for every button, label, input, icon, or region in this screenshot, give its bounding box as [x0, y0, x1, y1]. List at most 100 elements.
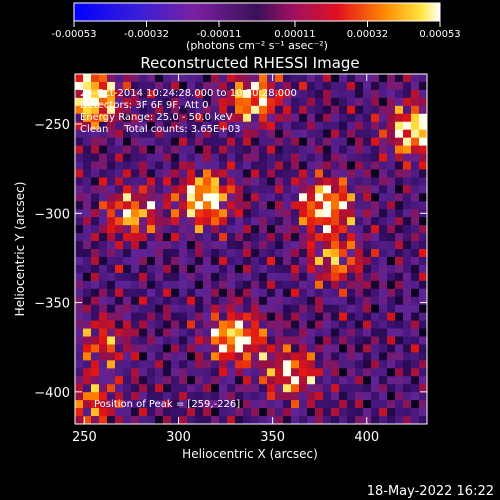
heatmap-cell [259, 312, 268, 321]
heatmap-cell [91, 113, 100, 123]
heatmap-cell [211, 225, 220, 234]
heatmap-cell [403, 344, 412, 353]
heatmap-cell [339, 280, 348, 290]
heatmap-cell [123, 233, 132, 242]
heatmap-cell [259, 105, 268, 115]
heatmap-cell [339, 169, 348, 178]
heatmap-cell [371, 105, 380, 115]
heatmap-cell [323, 280, 332, 290]
heatmap-cell [315, 169, 324, 178]
heatmap-cell [83, 113, 92, 123]
heatmap-cell [155, 296, 164, 306]
heatmap-cell [107, 408, 116, 417]
heatmap-cell [187, 296, 196, 306]
heatmap-cell [131, 241, 140, 250]
heatmap-cell [123, 312, 132, 321]
heatmap-cell [243, 408, 252, 417]
heatmap-cell [187, 169, 196, 178]
heatmap-cell [107, 89, 116, 99]
heatmap-cell [267, 153, 276, 162]
heatmap-cell [347, 392, 356, 401]
heatmap-cell [91, 74, 100, 83]
heatmap-cell [91, 272, 100, 282]
heatmap-cell [91, 368, 100, 377]
heatmap-cell [75, 161, 84, 170]
heatmap-cell [131, 296, 140, 306]
heatmap-cell [115, 145, 124, 154]
heatmap-cell [203, 344, 212, 353]
heatmap-cell [315, 256, 324, 266]
heatmap-cell [307, 368, 316, 377]
heatmap-cell [291, 416, 300, 425]
heatmap-cell [267, 384, 276, 393]
heatmap-cell [371, 392, 380, 401]
heatmap-cell [267, 376, 276, 385]
heatmap-cell [315, 89, 324, 99]
heatmap-cell [123, 392, 132, 401]
heatmap-cell [251, 249, 260, 258]
heatmap-cell [251, 296, 260, 306]
heatmap-cell [147, 408, 156, 417]
heatmap-cell [339, 249, 348, 258]
heatmap-cell [387, 264, 396, 274]
heatmap-cell [235, 137, 244, 146]
heatmap-cell [259, 304, 268, 314]
heatmap-cell [155, 320, 164, 329]
time-range-text: 24-Oct-2014 10:24:28.000 to 10:30:28.000 [80, 88, 297, 99]
heatmap-cell [139, 328, 148, 337]
heatmap-cell [219, 145, 228, 154]
heatmap-cell [355, 344, 364, 353]
heatmap-cell [371, 121, 380, 131]
heatmap-cell [283, 352, 292, 361]
heatmap-cell [187, 368, 196, 377]
heatmap-cell [283, 256, 292, 266]
heatmap-cell [419, 256, 428, 266]
heatmap-cell [379, 153, 388, 162]
heatmap-cell [403, 304, 412, 314]
heatmap-cell [307, 193, 316, 202]
heatmap-cell [227, 201, 236, 210]
heatmap-cell [275, 129, 284, 139]
heatmap-cell [219, 296, 228, 306]
heatmap-cell [331, 384, 340, 393]
heatmap-cell [379, 344, 388, 353]
heatmap-cell [123, 376, 132, 385]
heatmap-cell [203, 320, 212, 329]
heatmap-cell [91, 256, 100, 266]
heatmap-cell [411, 408, 420, 417]
heatmap-cell [307, 225, 316, 234]
heatmap-cell [371, 209, 380, 218]
heatmap-cell [251, 113, 260, 123]
heatmap-cell [259, 368, 268, 377]
heatmap-cell [371, 129, 380, 139]
heatmap-cell [363, 97, 372, 107]
heatmap-cell [363, 304, 372, 314]
heatmap-cell [267, 105, 276, 115]
heatmap-cell [195, 376, 204, 385]
heatmap-cell [363, 312, 372, 321]
heatmap-cell [115, 272, 124, 282]
heatmap-cell [379, 97, 388, 107]
heatmap-cell [339, 264, 348, 274]
heatmap-cell [331, 209, 340, 218]
heatmap-cell [179, 121, 188, 131]
heatmap-cell [203, 416, 212, 425]
heatmap-cell [147, 113, 156, 123]
heatmap-cell [243, 153, 252, 162]
heatmap-cell [251, 272, 260, 282]
heatmap-cell [203, 137, 212, 146]
heatmap-cell [219, 169, 228, 178]
heatmap-cell [219, 201, 228, 210]
heatmap-cell [147, 233, 156, 242]
heatmap-cell [227, 328, 236, 337]
heatmap-cell [363, 121, 372, 131]
heatmap-cell [259, 376, 268, 385]
heatmap-cell [243, 225, 252, 234]
heatmap-cell [243, 81, 252, 91]
heatmap-cell [203, 81, 212, 91]
heatmap-cell [179, 241, 188, 250]
heatmap-cell [83, 392, 92, 401]
heatmap-cell [107, 193, 116, 202]
heatmap-cell [275, 161, 284, 170]
heatmap-cell [243, 137, 252, 146]
